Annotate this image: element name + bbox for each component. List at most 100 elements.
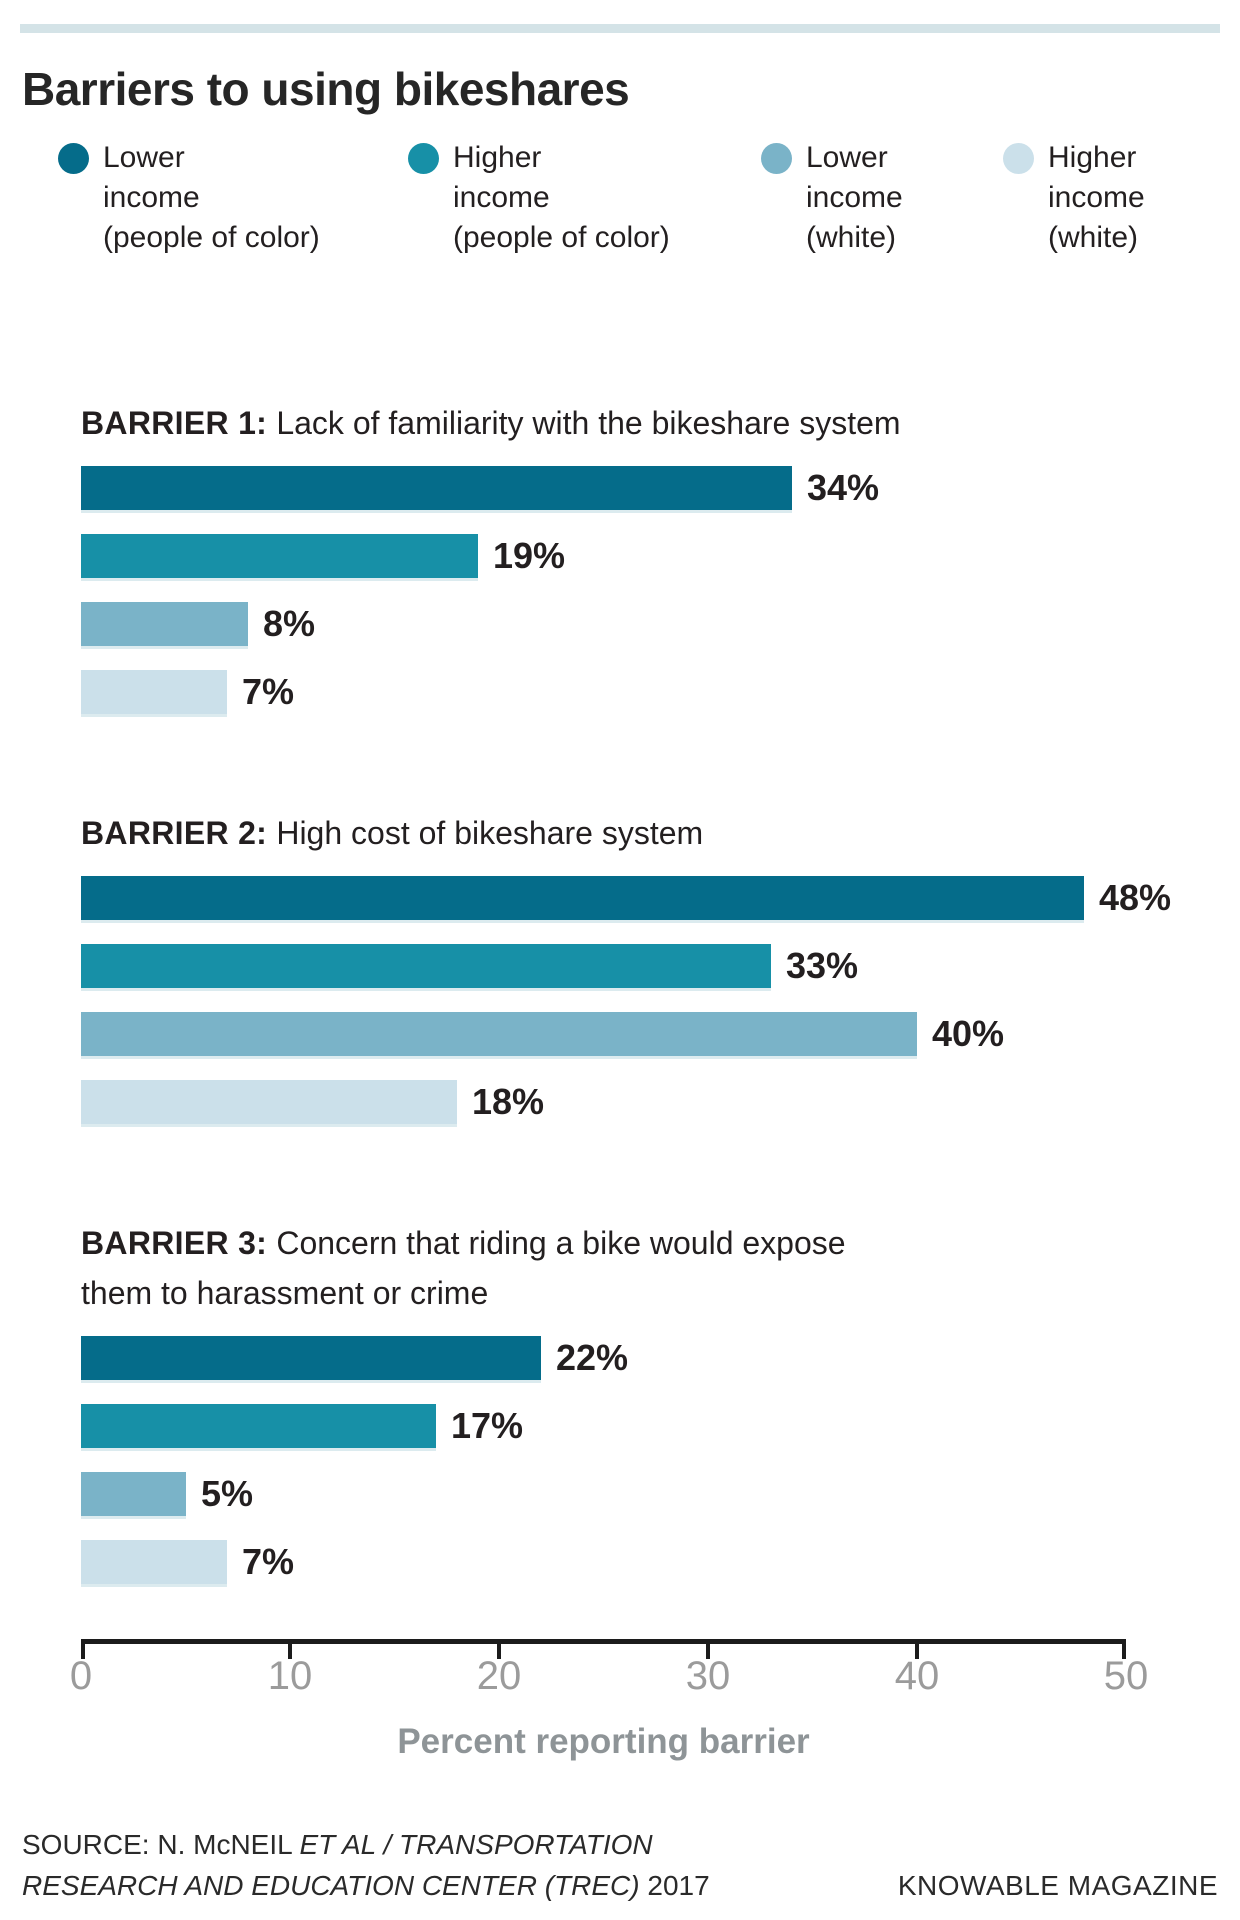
axis-tick bbox=[915, 1644, 919, 1659]
legend-swatch bbox=[1003, 143, 1034, 174]
bar-value-label: 18% bbox=[472, 1081, 545, 1122]
source-note: SOURCE: N. McNEIL ET AL / TRANSPORTATION… bbox=[22, 1824, 710, 1906]
bar bbox=[81, 944, 771, 988]
bar-value-label: 17% bbox=[451, 1405, 524, 1446]
page-title: Barriers to using bikeshares bbox=[22, 63, 630, 115]
source-note-segment: SOURCE: N. McNEIL bbox=[22, 1829, 300, 1860]
legend: Lower income (people of color) Higher income… bbox=[58, 138, 1240, 258]
legend-label-line: income bbox=[1048, 181, 1145, 214]
legend-item: Higher income (people of color) bbox=[408, 138, 761, 258]
bar-value-label: 48% bbox=[1099, 877, 1172, 918]
bar bbox=[81, 876, 1084, 920]
legend-label: Higher income (white) bbox=[1048, 138, 1145, 258]
bar-row: 7% bbox=[81, 670, 1181, 714]
bar bbox=[81, 670, 227, 714]
legend-swatch bbox=[58, 143, 89, 174]
axis-title: Percent reporting barrier bbox=[397, 1722, 810, 1761]
bar-row: 40% bbox=[81, 1012, 1181, 1056]
legend-item: Higher income (white) bbox=[1003, 138, 1145, 258]
bar bbox=[81, 534, 478, 578]
bar-row: 48% bbox=[81, 876, 1181, 920]
legend-label-line: (people of color) bbox=[453, 221, 670, 254]
legend-label: Lower income (people of color) bbox=[103, 138, 320, 258]
axis-tick bbox=[497, 1644, 501, 1659]
legend-label-line: Lower bbox=[806, 141, 888, 174]
barrier-section: BARRIER 3: Concern that riding a bike wo… bbox=[81, 1218, 1181, 1584]
axis-tick-label: 20 bbox=[476, 1654, 522, 1698]
bar bbox=[81, 1080, 457, 1124]
bar-value-label: 7% bbox=[242, 1541, 295, 1582]
axis-tick bbox=[288, 1644, 292, 1659]
bar-value-label: 22% bbox=[556, 1337, 629, 1378]
barrier-section: BARRIER 2: High cost of bikeshare system… bbox=[81, 808, 1181, 1124]
axis-line bbox=[81, 1639, 1126, 1659]
source-note-segment: RESEARCH AND EDUCATION CENTER (TREC) bbox=[22, 1870, 640, 1901]
section-heading: BARRIER 2: High cost of bikeshare system bbox=[81, 808, 1181, 858]
bar-row: 18% bbox=[81, 1080, 1181, 1124]
bar-value-label: 40% bbox=[932, 1013, 1005, 1054]
legend-label-line: Higher bbox=[1048, 141, 1137, 174]
magazine-credit: KNOWABLE MAGAZINE bbox=[897, 1870, 1218, 1901]
bar bbox=[81, 1012, 917, 1056]
bar-row: 8% bbox=[81, 602, 1181, 646]
legend-swatch bbox=[408, 143, 439, 174]
source-note-line: SOURCE: N. McNEIL ET AL / TRANSPORTATION bbox=[22, 1824, 710, 1865]
legend-label-line: income bbox=[103, 181, 200, 214]
section-heading-bold: BARRIER 1: bbox=[81, 405, 277, 441]
legend-label-line: (people of color) bbox=[103, 221, 320, 254]
top-accent-bar bbox=[20, 24, 1220, 33]
bar-value-label: 5% bbox=[201, 1473, 254, 1514]
source-note-segment: ET AL / TRANSPORTATION bbox=[299, 1829, 653, 1860]
bar-chart: BARRIER 1: Lack of familiarity with the … bbox=[81, 398, 1181, 1584]
axis-tick-label: 30 bbox=[685, 1654, 731, 1698]
bar bbox=[81, 1404, 436, 1448]
bar bbox=[81, 466, 792, 510]
bar-value-label: 8% bbox=[263, 603, 316, 644]
bar bbox=[81, 1336, 541, 1380]
bar-row: 7% bbox=[81, 1540, 1181, 1584]
legend-item: Lower income (white) bbox=[761, 138, 1003, 258]
bar bbox=[81, 1472, 186, 1516]
bar-row: 22% bbox=[81, 1336, 1181, 1380]
x-axis: 0 10 20 30 40 50 Percent reporting barrier bbox=[70, 1639, 1148, 1762]
section-heading-line: BARRIER 1: Lack of familiarity with the … bbox=[81, 405, 901, 441]
bar-value-label: 34% bbox=[807, 467, 880, 508]
legend-label-line: income bbox=[806, 181, 903, 214]
section-heading-line: BARRIER 2: High cost of bikeshare system bbox=[81, 815, 704, 851]
axis-tick-label: 50 bbox=[1103, 1654, 1149, 1698]
axis-tick-labels: 0 10 20 30 40 50 bbox=[70, 1654, 1148, 1698]
axis-tick-label: 0 bbox=[69, 1654, 93, 1698]
section-heading: BARRIER 1: Lack of familiarity with the … bbox=[81, 398, 1181, 448]
bar-row: 19% bbox=[81, 534, 1181, 578]
bar-row: 33% bbox=[81, 944, 1181, 988]
section-heading-line: BARRIER 3: Concern that riding a bike wo… bbox=[81, 1225, 846, 1261]
bar-row: 17% bbox=[81, 1404, 1181, 1448]
axis-tick-label: 40 bbox=[894, 1654, 940, 1698]
bar-row: 34% bbox=[81, 466, 1181, 510]
section-heading-bold: BARRIER 3: bbox=[81, 1225, 277, 1261]
source-note-segment: 2017 bbox=[639, 1870, 710, 1901]
axis-tick bbox=[81, 1644, 85, 1659]
legend-label-line: Higher bbox=[453, 141, 542, 174]
bar bbox=[81, 1540, 227, 1584]
source-note-line: RESEARCH AND EDUCATION CENTER (TREC) 201… bbox=[22, 1865, 710, 1906]
axis-tick-label: 10 bbox=[267, 1654, 313, 1698]
legend-label: Lower income (white) bbox=[806, 138, 903, 258]
bar-value-label: 33% bbox=[786, 945, 859, 986]
bar bbox=[81, 602, 248, 646]
legend-label-line: Lower bbox=[103, 141, 185, 174]
legend-label-line: (white) bbox=[806, 221, 897, 254]
legend-label-line: (white) bbox=[1048, 221, 1139, 254]
section-heading: BARRIER 3: Concern that riding a bike wo… bbox=[81, 1218, 1181, 1318]
bar-value-label: 19% bbox=[493, 535, 566, 576]
section-heading-bold: BARRIER 2: bbox=[81, 815, 277, 851]
bar-value-label: 7% bbox=[242, 671, 295, 712]
barrier-section: BARRIER 1: Lack of familiarity with the … bbox=[81, 398, 1181, 714]
axis-tick bbox=[1122, 1644, 1126, 1659]
legend-label-line: income bbox=[453, 181, 550, 214]
legend-swatch bbox=[761, 143, 792, 174]
legend-label: Higher income (people of color) bbox=[453, 138, 670, 258]
legend-item: Lower income (people of color) bbox=[58, 138, 408, 258]
section-heading-line: them to harassment or crime bbox=[81, 1275, 489, 1311]
